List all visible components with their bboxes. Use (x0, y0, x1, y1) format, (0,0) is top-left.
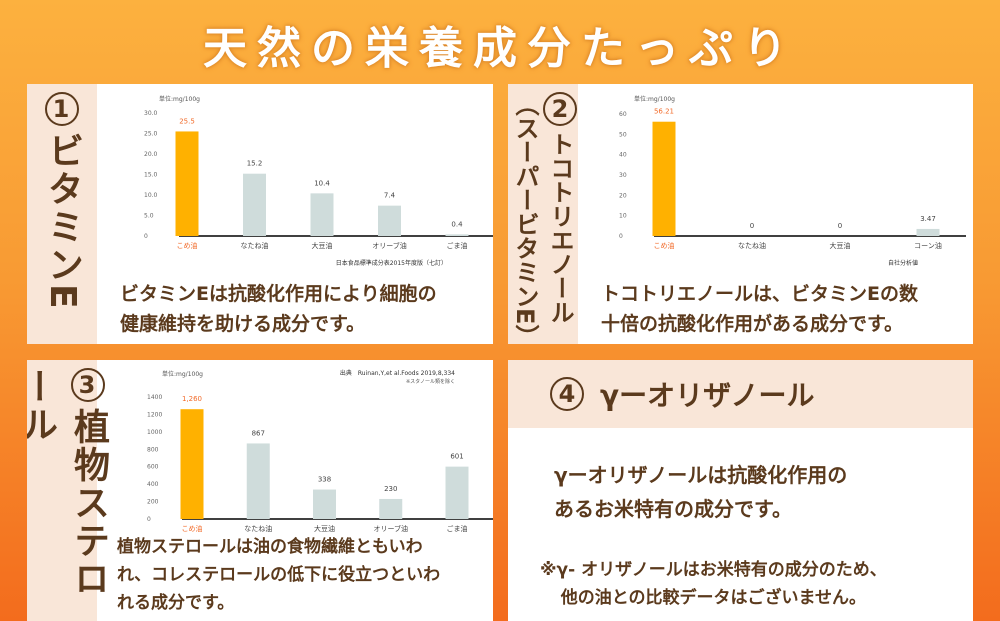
y-tick-label: 10.0 (144, 192, 158, 199)
data-label: 601 (450, 453, 463, 461)
bar-なたね油 (243, 173, 266, 236)
data-label: 56.21 (654, 108, 674, 116)
y-tick-label: 800 (147, 446, 159, 453)
x-tick-label: なたね油 (244, 524, 272, 533)
source-note: 出典 Ruinan,Y,et al.Foods 2019,8,334 (340, 369, 455, 377)
data-label: 0 (750, 222, 754, 230)
bar-こめ油 (652, 121, 676, 236)
data-label: 10.4 (314, 179, 330, 187)
panel-gamma-oryzanol: 4 γーオリザノール γーオリザノールは抗酸化作用の あるお米特有の成分です。 ※… (508, 360, 973, 621)
y-tick-label: 1400 (147, 394, 162, 401)
bar-chart-vitamin-e: 単位:mg/100g 0 5.0 10.0 15.0 20.0 25.0 30.0 25.5 こめ… (144, 95, 493, 267)
unit-label: 単位:mg/100g (162, 370, 203, 378)
panel-label: 1 ビタミンE (27, 84, 97, 344)
y-tick-label: 1200 (147, 411, 162, 418)
y-tick-label: 60 (619, 111, 627, 118)
data-label: 867 (252, 429, 265, 437)
y-tick-label: 400 (147, 481, 159, 488)
panel-heading: ビタミンE (42, 132, 83, 311)
x-tick-label: ごま油 (447, 524, 468, 533)
panel-note: ※γ- オリザノールはお米特有の成分のため、 他の油との比較データはございません… (540, 560, 887, 608)
x-tick-label: なたね油 (241, 241, 269, 250)
data-label: 0 (838, 222, 842, 230)
number-badge: 2 (543, 92, 577, 126)
panel-label: 3植物ステロール (27, 360, 109, 621)
y-tick-label: 0 (619, 233, 623, 240)
bar-こめ油 (175, 131, 199, 236)
bar-ごま油 (445, 466, 469, 519)
y-tick-label: 10 (619, 213, 627, 220)
panel-description: γーオリザノールは抗酸化作用の あるお米特有の成分です。 (554, 463, 848, 521)
panel-plant-sterol: 3植物ステロール 単位:mg/100g 0 200 400 600 800 1000 1200… (27, 360, 493, 621)
x-tick-label: なたね油 (738, 241, 766, 250)
data-label: 0.4 (451, 220, 463, 228)
source-note: 自社分析値 (888, 259, 918, 267)
y-tick-label: 0 (144, 233, 148, 240)
y-tick-label: 30.0 (144, 110, 158, 117)
x-tick-label: こめ油 (654, 241, 675, 250)
unit-label: 単位:mg/100g (159, 95, 200, 103)
data-label: 230 (384, 485, 397, 493)
unit-label: 単位:mg/100g (634, 95, 675, 103)
y-tick-label: 25.0 (144, 131, 158, 138)
number-badge: 4 (550, 377, 584, 411)
y-tick-label: 50 (619, 131, 627, 138)
data-label: 1,260 (182, 395, 202, 403)
x-tick-label: 大豆油 (314, 524, 335, 533)
data-label: 7.4 (384, 192, 396, 200)
data-label: 3.47 (920, 215, 936, 223)
y-tick-label: 20.0 (144, 151, 158, 158)
y-tick-label: 0 (147, 516, 151, 523)
y-tick-label: 30 (619, 172, 627, 179)
bar-なたね油 (246, 443, 270, 519)
panel-heading: トコトリエノール (546, 132, 574, 324)
bar-こめ油 (180, 409, 204, 519)
bar-大豆油 (310, 193, 334, 236)
x-tick-label: コーン油 (914, 241, 942, 250)
panel-description: トコトリエノールは、ビタミンEの数 十倍の抗酸化作用がある成分です。 (601, 283, 918, 335)
source-note: 日本食品標準成分表2015年度版（七訂） (336, 259, 447, 267)
page-title: 天然の栄養成分たっぷり (203, 23, 797, 74)
y-tick-label: 40 (619, 152, 627, 159)
y-tick-label: 600 (147, 464, 159, 471)
x-tick-label: オリーブ油 (372, 241, 407, 250)
y-tick-label: 5.0 (144, 213, 154, 220)
number-badge: 3 (71, 368, 105, 402)
panel-heading: 植物ステロール (27, 368, 109, 598)
y-tick-label: 20 (619, 192, 627, 199)
panel-vitamin-e: 1 ビタミンE 単位:mg/100g 0 5.0 10.0 15.0 20.0 25.0 30.… (27, 84, 493, 344)
panel-heading: γーオリザノール (600, 379, 815, 412)
bar-ごま油 (445, 234, 469, 236)
y-tick-label: 15.0 (144, 172, 158, 179)
bar-オリーブ油 (378, 205, 401, 236)
bar-chart-plant-sterol: 単位:mg/100g 0 200 400 600 800 1000 1200 1400 1,260… (147, 369, 493, 533)
x-tick-label: こめ油 (182, 524, 203, 533)
bar-chart-tocotrienol: 単位:mg/100g 0 10 20 30 40 50 60 56.21 こめ油 0 なたね油 0 大豆油… (619, 95, 966, 267)
data-label: 25.5 (179, 117, 195, 125)
x-tick-label: ごま油 (447, 241, 468, 250)
panel-label: 2 トコトリエノール （スーパービタミンE） (508, 84, 578, 344)
panel-subheading: （スーパービタミンE） (511, 92, 539, 344)
panel-description: 植物ステロールは油の食物繊維ともいわ れ、コレステロールの低下に役立つといわ れ… (117, 537, 441, 613)
panel-label: 4 γーオリザノール (508, 360, 973, 428)
bar-コーン油 (916, 228, 940, 236)
data-label: 15.2 (247, 160, 263, 168)
x-tick-label: 大豆油 (830, 241, 851, 250)
x-tick-label: オリーブ油 (373, 524, 408, 533)
y-tick-label: 200 (147, 499, 159, 506)
panel-description: ビタミンEは抗酸化作用により細胞の 健康維持を助ける成分です。 (120, 283, 437, 335)
panel-tocotrienol: 2 トコトリエノール （スーパービタミンE） 単位:mg/100g 0 10 20 30 40… (508, 84, 973, 344)
x-tick-label: 大豆油 (312, 241, 333, 250)
x-tick-label: こめ油 (177, 241, 198, 250)
source-footnote: ※スタノール類を除く (406, 378, 455, 385)
y-tick-label: 1000 (147, 429, 162, 436)
bar-オリーブ油 (379, 498, 403, 519)
data-label: 338 (318, 476, 331, 484)
number-badge: 1 (45, 92, 79, 126)
bar-大豆油 (313, 489, 336, 519)
